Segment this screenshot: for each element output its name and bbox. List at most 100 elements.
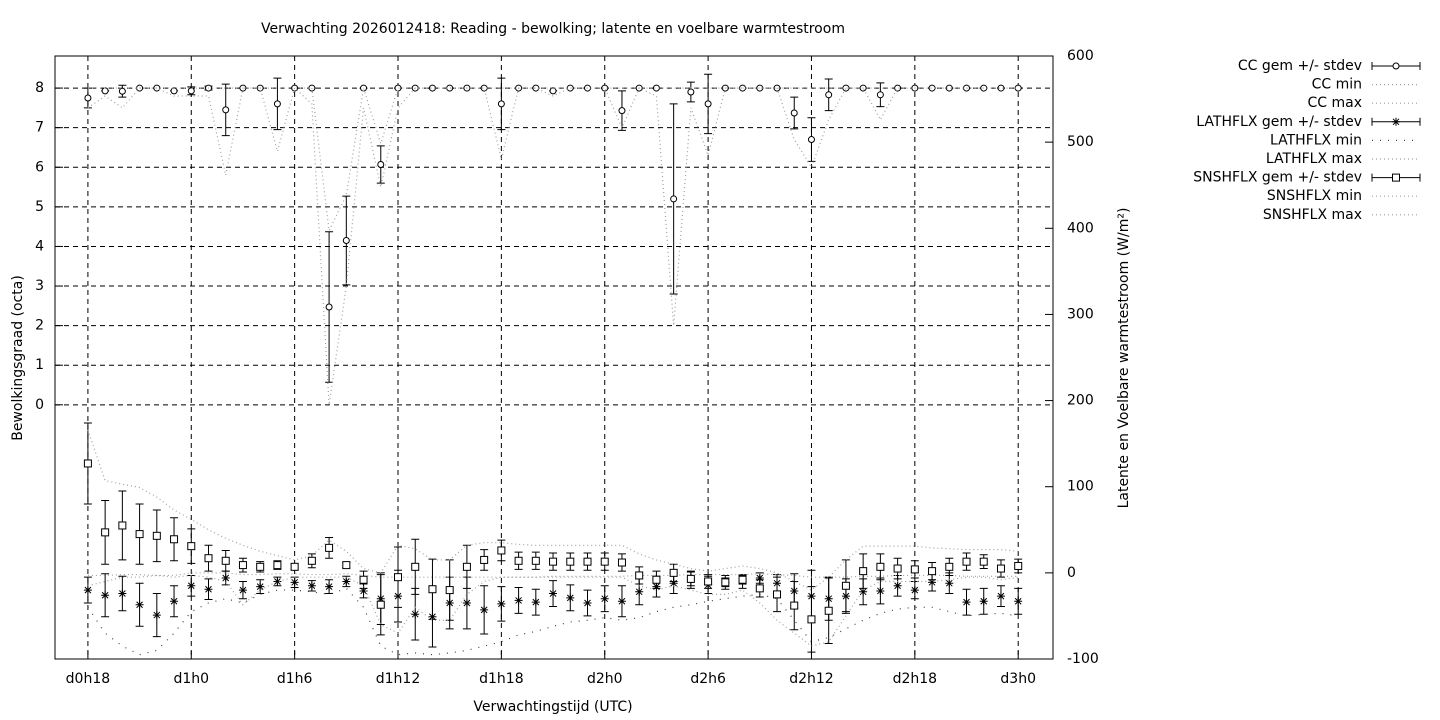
legend-label: SNSHFLX max xyxy=(1263,207,1362,223)
point xyxy=(841,581,850,590)
point xyxy=(170,597,179,606)
point xyxy=(222,106,230,114)
point xyxy=(807,136,815,144)
legend-label: LATHFLX max xyxy=(1266,151,1362,167)
y2-tick-label: 400 xyxy=(1067,220,1094,236)
point xyxy=(945,84,953,92)
point xyxy=(376,600,385,609)
point xyxy=(342,561,351,570)
point xyxy=(824,606,833,615)
point xyxy=(876,586,885,595)
point xyxy=(359,586,368,595)
point xyxy=(342,577,351,586)
point xyxy=(652,575,661,584)
point xyxy=(566,593,575,602)
x-tick-label: d0h18 xyxy=(66,671,110,687)
point xyxy=(377,160,385,168)
point xyxy=(307,556,316,565)
point xyxy=(996,592,1005,601)
point xyxy=(928,578,937,587)
point xyxy=(118,589,127,598)
legend-label: LATHFLX min xyxy=(1270,132,1362,148)
y-tick-label: 2 xyxy=(35,318,44,334)
x-tick-label: d1h18 xyxy=(479,671,523,687)
line xyxy=(87,574,1019,647)
point xyxy=(928,84,936,92)
point xyxy=(704,100,712,108)
point xyxy=(531,598,540,607)
point xyxy=(997,84,1005,92)
point xyxy=(83,586,92,595)
point xyxy=(462,562,471,571)
point xyxy=(325,543,334,552)
point xyxy=(256,562,265,571)
y2-tick-label: 500 xyxy=(1067,134,1094,150)
point xyxy=(101,87,109,95)
legend-label: SNSHFLX gem +/- stdev xyxy=(1193,170,1362,186)
point xyxy=(101,591,110,600)
point xyxy=(256,582,265,591)
point xyxy=(1014,597,1023,606)
point xyxy=(514,556,523,565)
point xyxy=(669,568,678,577)
point xyxy=(532,84,540,92)
point xyxy=(394,84,402,92)
point xyxy=(687,88,695,96)
point xyxy=(790,601,799,610)
point xyxy=(910,586,919,595)
y-tick-label: 6 xyxy=(35,159,44,175)
point xyxy=(325,582,334,591)
point xyxy=(531,556,540,565)
point xyxy=(221,556,230,565)
point xyxy=(928,567,937,576)
y-tick-label: 7 xyxy=(35,120,44,136)
point xyxy=(221,574,230,583)
point xyxy=(738,575,747,584)
y-tick-label: 3 xyxy=(35,278,44,294)
point xyxy=(652,84,660,92)
point xyxy=(360,84,368,92)
point xyxy=(411,562,420,571)
point xyxy=(549,87,557,95)
point xyxy=(962,557,971,566)
point xyxy=(549,557,558,566)
point xyxy=(291,84,299,92)
point xyxy=(686,574,695,583)
x-tick-label: d2h6 xyxy=(690,671,726,687)
y2-tick-label: 200 xyxy=(1067,393,1094,409)
point xyxy=(445,586,454,595)
point xyxy=(238,586,247,595)
y2-tick-label: 0 xyxy=(1067,565,1076,581)
point xyxy=(773,590,782,599)
point xyxy=(204,554,213,563)
point xyxy=(273,100,281,108)
point xyxy=(670,195,678,203)
point xyxy=(84,94,92,102)
point xyxy=(859,567,868,576)
point xyxy=(170,87,178,95)
point xyxy=(342,237,350,245)
y-tick-label: 5 xyxy=(35,199,44,215)
y2-tick-label: 600 xyxy=(1067,48,1094,64)
point xyxy=(497,546,506,555)
point xyxy=(152,531,161,540)
point xyxy=(876,91,884,99)
line xyxy=(87,86,1019,405)
point xyxy=(790,109,798,117)
point xyxy=(842,84,850,92)
legend-label: CC gem +/- stdev xyxy=(1238,58,1362,74)
point xyxy=(807,615,816,624)
point xyxy=(876,562,885,571)
y2-tick-label: 100 xyxy=(1067,479,1094,495)
y-axis-label: Bewolkingsgraad (octa) xyxy=(10,275,26,441)
y-tick-label: 0 xyxy=(35,397,44,413)
point xyxy=(755,584,764,593)
point xyxy=(600,594,609,603)
point xyxy=(618,107,626,115)
legend-label: SNSHFLX min xyxy=(1267,188,1362,204)
line xyxy=(87,87,1019,233)
point xyxy=(979,597,988,606)
y2-axis-label: Latente en Voelbare warmtestroom (W/m²) xyxy=(1116,208,1132,509)
x-tick-label: d1h12 xyxy=(376,671,420,687)
